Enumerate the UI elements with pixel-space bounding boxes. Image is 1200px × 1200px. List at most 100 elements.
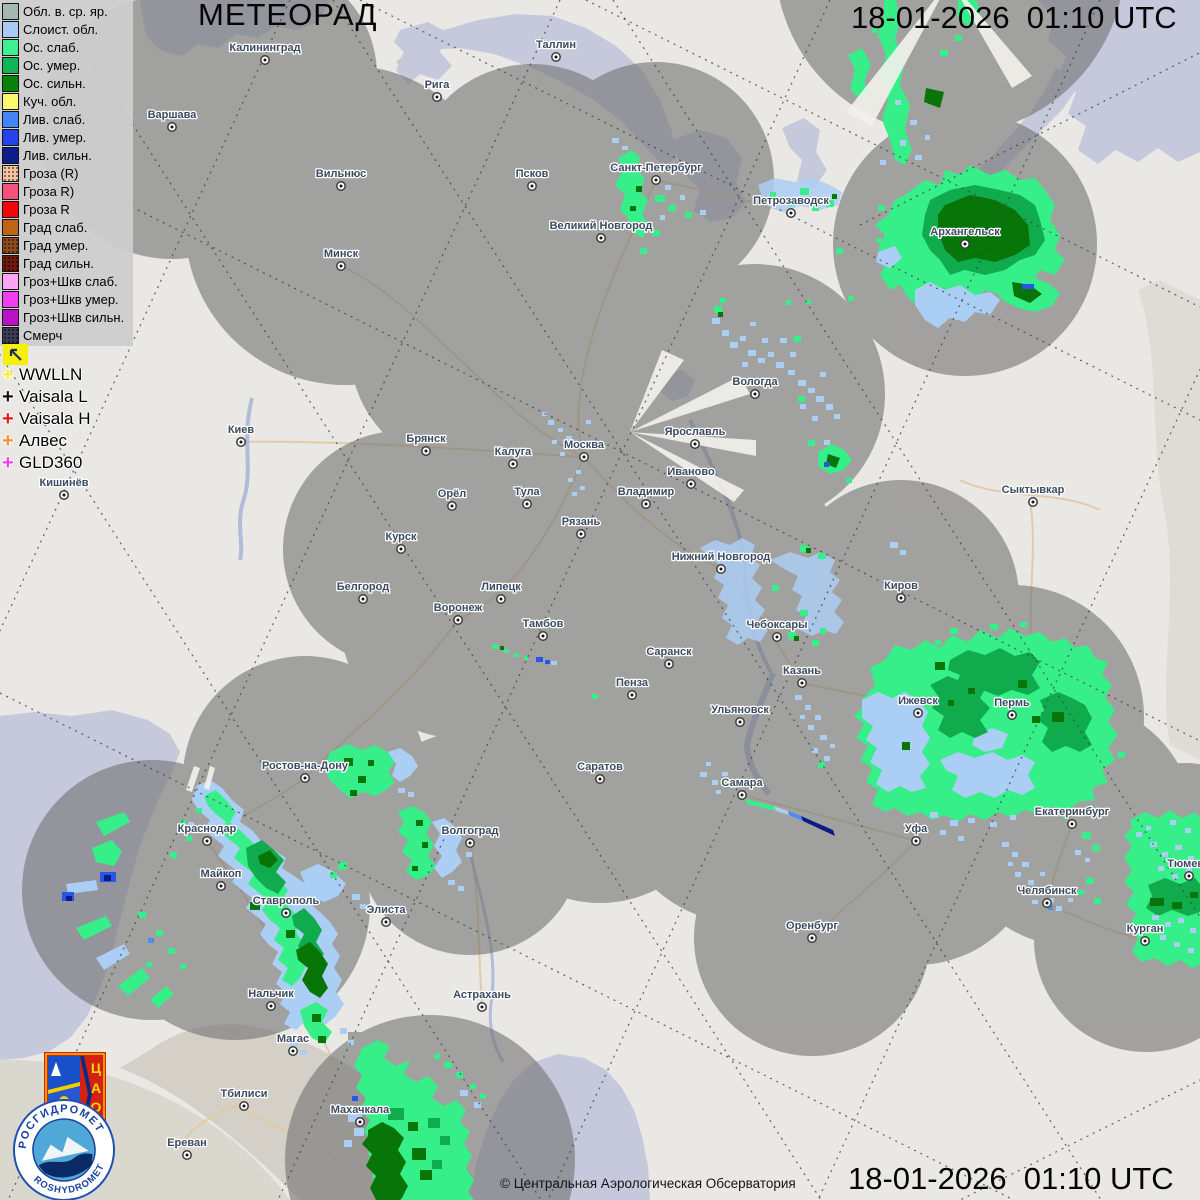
city-label: Великий Новгород	[550, 220, 653, 232]
city-marker-dot	[170, 125, 174, 129]
city-marker-dot	[1031, 500, 1035, 504]
city: Москва	[563, 438, 606, 462]
city: Самара	[720, 776, 765, 800]
precip-speck	[915, 155, 922, 160]
legend-item: Град умер.	[2, 236, 133, 254]
roshydromet-logo: РОСГИДРОМЕТ ROSHYDROMET	[10, 1094, 115, 1200]
legend-label: Слоист. обл.	[23, 21, 99, 37]
precip-speck	[444, 1062, 452, 1068]
lightning-cross-icon: +	[2, 452, 14, 474]
city-label: Санкт-Петербург	[610, 162, 702, 174]
road-line	[183, 1105, 238, 1156]
precip-blob	[930, 676, 990, 738]
city-label: Ростов-на-Дону	[262, 760, 349, 772]
city: Псков	[514, 167, 550, 191]
city: Тюмень	[1166, 857, 1200, 881]
legend-swatch	[2, 2, 19, 20]
city-label: Рязань	[562, 516, 601, 528]
precip-blob	[770, 552, 844, 636]
precip-blob	[801, 816, 835, 836]
precip-speck	[1188, 948, 1194, 953]
precip-speck	[350, 790, 357, 796]
legend-label: Гроза (R)	[23, 165, 79, 181]
precip-speck	[500, 646, 504, 650]
city-label: Тбилиси	[221, 1088, 268, 1100]
legend-item: Лив. умер.	[2, 128, 133, 146]
city-label: Уфа	[905, 823, 928, 835]
precip-speck	[408, 792, 414, 797]
precip-blob	[745, 799, 776, 811]
precip-speck	[1060, 890, 1065, 894]
legend-item: Гроза R	[2, 200, 133, 218]
precip-blob	[246, 840, 286, 894]
legend-item: Ос. умер.	[2, 56, 133, 74]
precip-speck	[958, 836, 964, 841]
city: Волгоград	[440, 824, 500, 848]
precip-speck	[900, 550, 906, 555]
city-marker-dot	[525, 502, 529, 506]
precip-blob	[915, 282, 1000, 328]
city-label: Вологда	[732, 376, 778, 388]
precip-speck	[968, 688, 975, 694]
city: Уфа	[903, 822, 929, 846]
city-marker-dot	[205, 839, 209, 843]
precip-speck	[772, 380, 778, 385]
precip-speck	[890, 542, 898, 548]
precip-speck	[1015, 872, 1021, 877]
precip-speck	[340, 1028, 347, 1034]
precip-speck	[1172, 874, 1178, 879]
precip-speck	[186, 836, 192, 841]
timestamp-bottom: 18-01-2026 01:10 UTC	[848, 1161, 1174, 1196]
precip-speck	[558, 428, 563, 432]
precip-speck	[935, 662, 945, 670]
precip-blob	[957, 0, 981, 28]
precip-blob	[300, 1002, 332, 1044]
precip-speck	[718, 312, 723, 317]
precip-blob	[150, 986, 174, 1008]
precip-speck	[545, 660, 550, 664]
precip-speck	[576, 470, 581, 474]
legend-item: Гроза (R)	[2, 164, 133, 182]
precip-speck	[146, 962, 152, 967]
precip-speck	[800, 404, 806, 409]
precip-speck	[770, 192, 776, 197]
precip-speck	[170, 852, 177, 858]
city-label: Сыктывкар	[1002, 484, 1065, 496]
city: Орёл	[437, 487, 467, 511]
precip-speck	[884, 222, 890, 227]
precip-speck	[722, 772, 728, 776]
city: Элиста	[365, 903, 408, 927]
city-marker-dot	[963, 242, 967, 246]
precip-speck	[434, 1054, 440, 1059]
cao-letter-1: Ц	[91, 1060, 102, 1076]
precip-blob	[615, 150, 650, 238]
precip-speck	[344, 758, 353, 766]
city-label: Ереван	[167, 1137, 207, 1149]
legend-label: Гроза R	[23, 201, 70, 217]
city-label: Ижевск	[898, 695, 938, 707]
city-label: Курск	[385, 531, 417, 543]
precip-blob	[258, 850, 278, 868]
precip-speck	[660, 215, 665, 220]
precip-blob	[788, 811, 803, 821]
city-label: Чебоксары	[746, 619, 807, 631]
city-marker-dot	[399, 547, 403, 551]
precip-speck	[730, 342, 738, 348]
city-label: Нальчик	[248, 988, 294, 1000]
timestamp-top: 18-01-2026 01:10 UTC	[851, 0, 1177, 35]
precip-blob	[66, 880, 98, 894]
city-label: Махачкала	[331, 1104, 390, 1116]
precip-blob	[1012, 282, 1042, 303]
precip-speck	[834, 414, 840, 419]
precip-speck	[104, 875, 111, 881]
cao-letter-3: О	[91, 1099, 102, 1115]
precip-speck	[800, 545, 809, 552]
legend-swatch	[2, 20, 19, 38]
city-marker-dot	[800, 681, 804, 685]
lightning-network-item: + Алвес	[2, 430, 91, 452]
precip-speck	[290, 1040, 298, 1046]
graticule-line	[277, 0, 831, 1200]
city-marker-dot	[424, 449, 428, 453]
